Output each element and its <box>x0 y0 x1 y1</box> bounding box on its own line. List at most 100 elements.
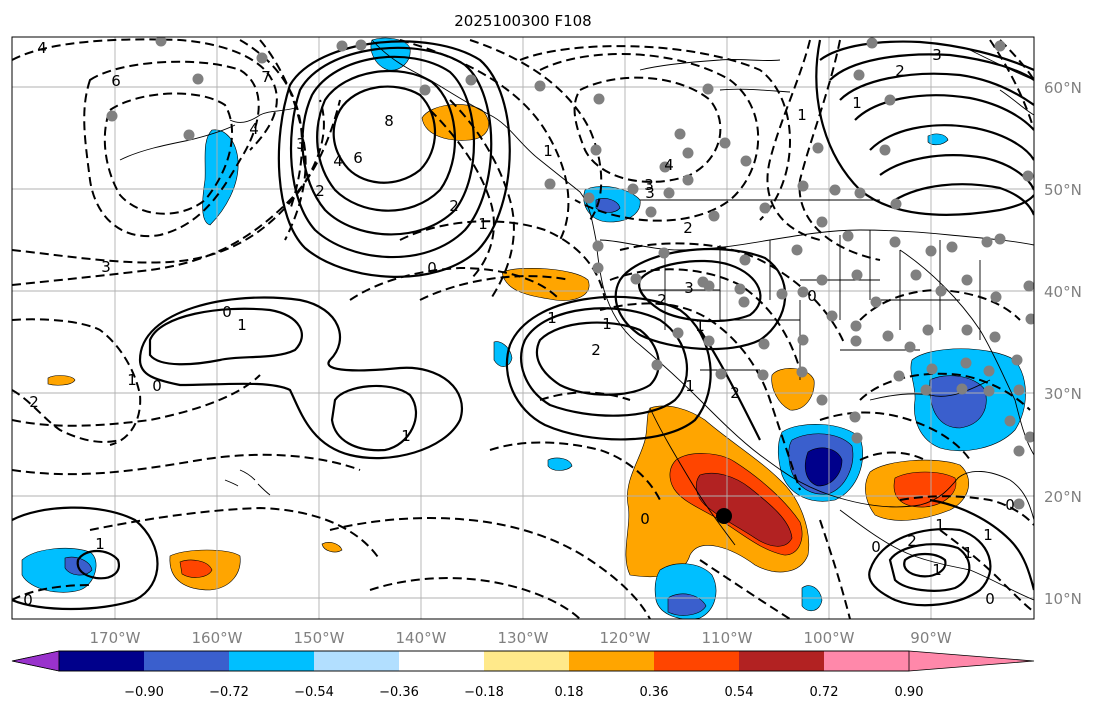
contour-label: 0 <box>807 287 817 305</box>
contour-label: 0 <box>23 591 33 609</box>
lat-label: 50°N <box>1044 181 1082 199</box>
contour-label: 1 <box>478 215 488 233</box>
contour-label: 4 <box>664 156 674 174</box>
contour-label: 2 <box>591 341 601 359</box>
contour-label: 1 <box>932 561 942 579</box>
lat-label: 40°N <box>1044 283 1082 301</box>
storm-center-marker <box>716 508 732 524</box>
contour-label: 1 <box>127 371 137 389</box>
latitude-labels: 60°N 50°N 40°N 30°N 20°N 10°N <box>1044 79 1082 608</box>
coastlines <box>119 39 1034 601</box>
contour-label: 1 <box>695 317 705 335</box>
colorbar-tick: −0.18 <box>464 685 504 700</box>
colorbar-extend-low <box>11 650 60 672</box>
contour-label: 1 <box>95 535 105 553</box>
contour-label: 1 <box>401 427 411 445</box>
warm-anomaly <box>321 542 343 553</box>
contour-label: 2 <box>29 393 39 411</box>
colorbar-bin <box>59 651 144 671</box>
contour-label: 6 <box>111 72 121 90</box>
contour-label: 3 <box>101 258 111 276</box>
contour-label: 8 <box>384 112 394 130</box>
lat-label: 30°N <box>1044 385 1082 403</box>
lon-label: 150°W <box>294 629 345 647</box>
lon-label: 130°W <box>498 629 549 647</box>
station-markers <box>106 37 1034 510</box>
colorbar-bin <box>314 651 399 671</box>
contour-label: 2 <box>907 532 917 550</box>
contour-label: 0 <box>985 590 995 608</box>
contour-label: 0 <box>427 259 437 277</box>
lat-label: 20°N <box>1044 488 1082 506</box>
contour-label: 2 <box>895 62 905 80</box>
colorbar-tick: 0.72 <box>810 685 839 700</box>
cool-anomaly <box>547 457 573 471</box>
colorbar-bin <box>739 651 824 671</box>
colorbar-tick: −0.54 <box>294 685 334 700</box>
colorbar-tick: −0.72 <box>209 685 249 700</box>
map-title: 2025100300 F108 <box>454 12 591 30</box>
contour-label: 2 <box>449 197 459 215</box>
contour-label: 3 <box>644 176 654 194</box>
warm-anomaly <box>696 472 793 547</box>
contour-label: 4 <box>333 152 343 170</box>
colorbar-bin <box>144 651 229 671</box>
warm-anomaly <box>47 375 76 386</box>
contour-label: 3 <box>645 184 655 202</box>
colorbar-bin <box>484 651 569 671</box>
contour-label: 1 <box>983 526 993 544</box>
cool-anomaly <box>667 593 707 616</box>
contour-label: 0 <box>1005 496 1015 514</box>
dashed-contours <box>12 38 1034 619</box>
contour-label: 0 <box>871 538 881 556</box>
warm-anomaly <box>421 104 490 141</box>
contour-label: 1 <box>602 315 612 333</box>
colorbar-bin <box>824 651 909 671</box>
contour-label: 2 <box>683 219 693 237</box>
contour-label: 3 <box>932 46 942 64</box>
warm-anomaly <box>501 268 590 301</box>
contour-label: 1 <box>963 544 973 562</box>
map-frame <box>11 36 1035 620</box>
colorbar-tick: −0.36 <box>379 685 419 700</box>
colorbar: −0.90 −0.72 −0.54 −0.36 −0.18 0.18 0.36 … <box>11 650 1035 700</box>
lon-label: 170°W <box>90 629 141 647</box>
colorbar-bin <box>399 651 484 671</box>
map-area: 4 6 3 7 4 3 2 8 6 4 2 1 3 1 2 1 0 0 1 1 … <box>12 37 1034 619</box>
contour-label: 0 <box>640 510 650 528</box>
contour-label: 1 <box>797 106 807 124</box>
lon-label: 160°W <box>192 629 243 647</box>
cool-anomaly <box>805 447 843 487</box>
solid-contours <box>12 39 1034 611</box>
contour-label: 1 <box>935 516 945 534</box>
contour-label: 6 <box>353 149 363 167</box>
colorbar-tick: 0.54 <box>725 685 754 700</box>
colorbar-bin <box>229 651 314 671</box>
contour-label: 2 <box>315 182 325 200</box>
contour-label: 0 <box>222 303 232 321</box>
colorbar-bin <box>569 651 654 671</box>
lat-label: 10°N <box>1044 590 1082 608</box>
colorbar-tick: 0.90 <box>895 685 924 700</box>
contour-label: 1 <box>852 94 862 112</box>
lon-label: 90°W <box>910 629 952 647</box>
contour-label: 3 <box>684 279 694 297</box>
contour-label: 4 <box>249 120 259 138</box>
contour-label: 7 <box>261 68 271 86</box>
colorbar-tick: −0.90 <box>124 685 164 700</box>
warm-anomaly <box>179 559 213 578</box>
lat-label: 60°N <box>1044 79 1082 97</box>
lon-label: 110°W <box>702 629 753 647</box>
contour-label: 2 <box>730 384 740 402</box>
lon-label: 140°W <box>396 629 447 647</box>
colorbar-bin <box>654 651 739 671</box>
colorbar-tick: 0.18 <box>555 685 584 700</box>
contour-label: 4 <box>37 39 47 57</box>
contour-label: 1 <box>547 309 557 327</box>
lon-label: 100°W <box>804 629 855 647</box>
graticule <box>12 37 1034 619</box>
contour-label: 1 <box>237 316 247 334</box>
colorbar-extend-high <box>909 651 1034 671</box>
colorbar-ticks: −0.90 −0.72 −0.54 −0.36 −0.18 0.18 0.36 … <box>124 685 923 700</box>
